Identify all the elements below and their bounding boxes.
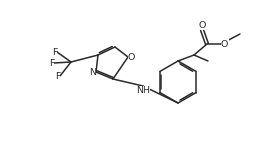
Text: NH: NH bbox=[136, 86, 150, 95]
Text: O: O bbox=[198, 21, 206, 30]
Text: F: F bbox=[49, 59, 54, 67]
Text: N: N bbox=[89, 67, 96, 77]
Text: F: F bbox=[52, 48, 57, 57]
Text: F: F bbox=[55, 72, 60, 81]
Text: O: O bbox=[221, 39, 228, 49]
Text: O: O bbox=[128, 53, 135, 61]
